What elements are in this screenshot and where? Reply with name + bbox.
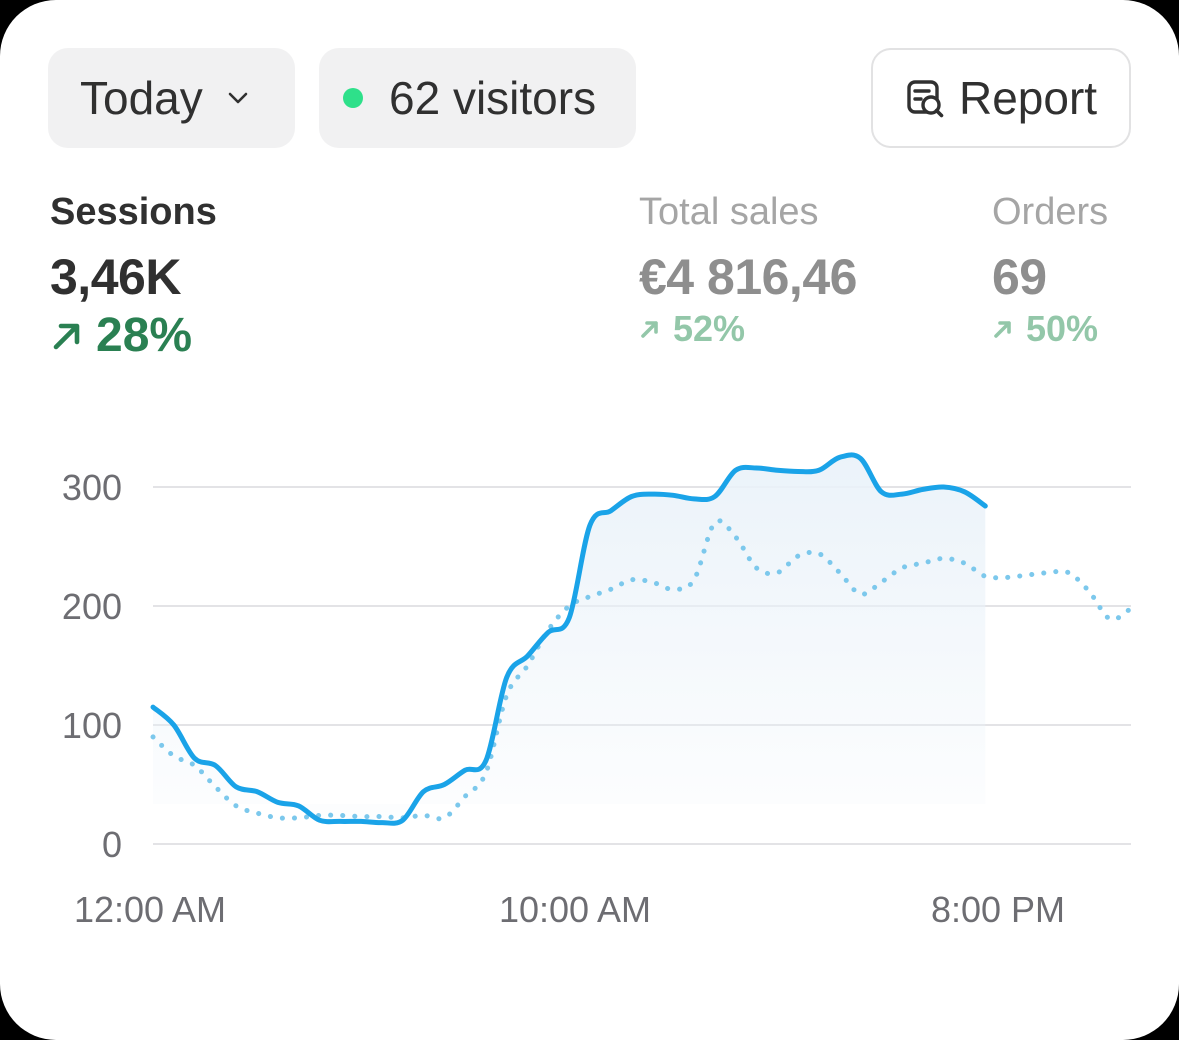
y-axis-ticks: 300 200 100 0 xyxy=(62,467,122,865)
chart-area-fill xyxy=(153,454,986,824)
series-line-current xyxy=(150,452,988,826)
arrow-up-right-icon xyxy=(994,321,1011,338)
chart-series xyxy=(150,452,1134,826)
live-dot-icon xyxy=(343,88,363,108)
chevron-down-icon xyxy=(228,92,248,104)
metric-total-sales[interactable]: Total sales €4 816,46 52% xyxy=(639,190,857,350)
sessions-line-chart[interactable]: 300 200 100 0 12:00 AM 10:00 AM 8:00 PM xyxy=(0,0,1179,998)
metric-change-value: 28% xyxy=(96,309,193,362)
metric-change: 50% xyxy=(992,308,1108,350)
metric-value: 69 xyxy=(992,249,1047,305)
x-axis-ticks: 12:00 AM 10:00 AM 8:00 PM xyxy=(74,889,1065,930)
series-area xyxy=(153,454,986,824)
y-tick-label: 300 xyxy=(62,467,122,508)
metric-change: 28% xyxy=(50,308,217,363)
metric-change-value: 50% xyxy=(1026,308,1099,349)
visitors-count: 62 visitors xyxy=(389,72,597,124)
metric-label: Sessions xyxy=(50,191,217,233)
series-line-comparison xyxy=(150,518,1134,822)
metric-orders[interactable]: Orders 69 50% xyxy=(992,190,1108,350)
date-range-label: Today xyxy=(80,72,203,124)
x-tick-label: 12:00 AM xyxy=(74,889,226,930)
y-tick-label: 100 xyxy=(62,705,122,746)
metric-label: Orders xyxy=(992,191,1109,233)
metric-value: €4 816,46 xyxy=(639,249,857,305)
y-tick-label: 200 xyxy=(62,586,122,627)
metric-sessions[interactable]: Sessions 3,46K 28% xyxy=(50,190,217,363)
report-label: Report xyxy=(959,72,1098,124)
report-button[interactable]: Report xyxy=(871,48,1131,148)
report-search-icon xyxy=(907,80,944,118)
arrow-up-right-icon xyxy=(53,323,80,349)
metric-value: 3,46K xyxy=(50,249,181,305)
metric-label: Total sales xyxy=(639,191,819,233)
metric-change-value: 52% xyxy=(673,308,746,349)
metric-change: 52% xyxy=(639,308,857,350)
arrow-up-right-icon xyxy=(641,321,658,338)
x-tick-label: 8:00 PM xyxy=(931,889,1065,930)
y-tick-label: 0 xyxy=(102,824,122,865)
live-visitors-badge[interactable]: 62 visitors xyxy=(319,48,636,148)
x-tick-label: 10:00 AM xyxy=(499,889,651,930)
date-range-dropdown[interactable]: Today xyxy=(48,48,295,148)
